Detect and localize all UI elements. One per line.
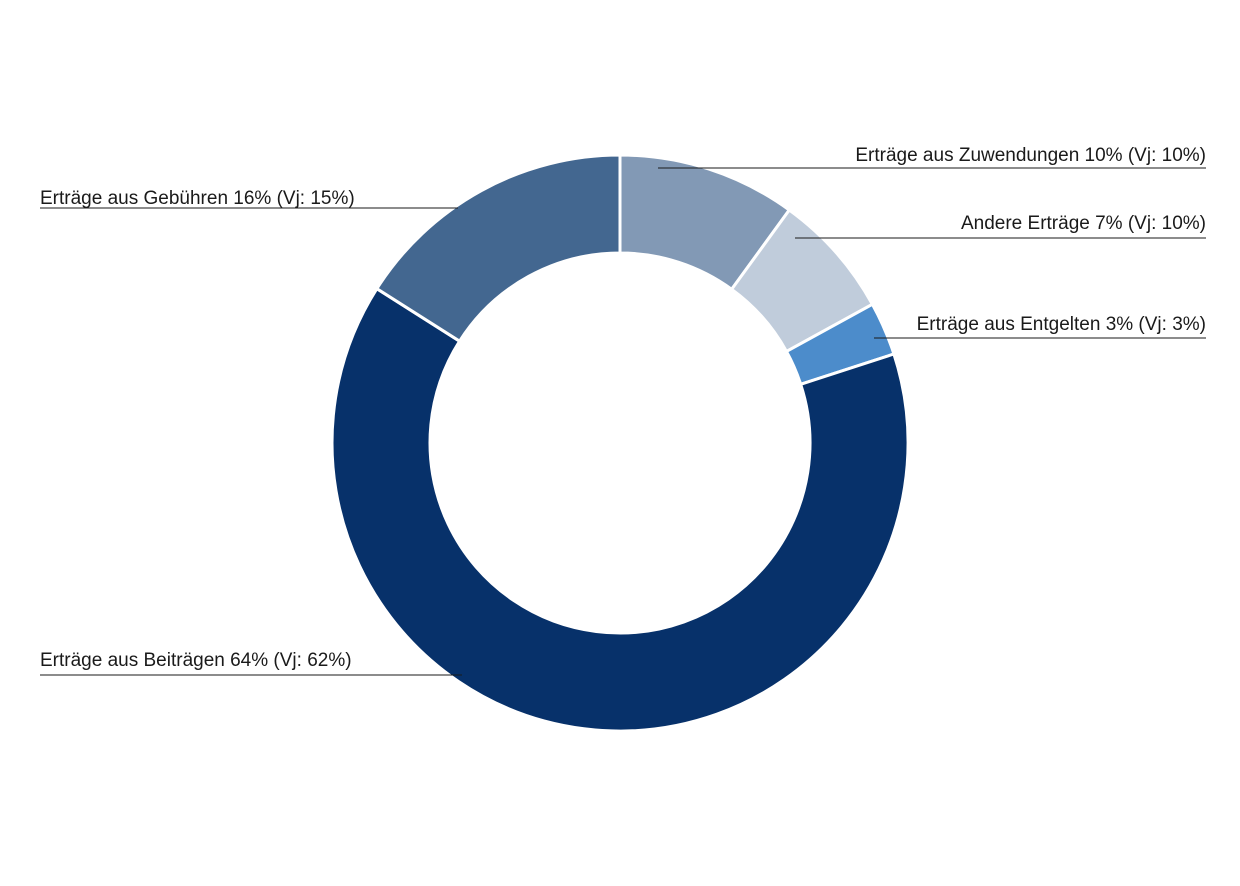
donut-slices <box>330 153 910 733</box>
label-entgelte: Erträge aus Entgelten 3% (Vj: 3%) <box>917 314 1206 335</box>
slice-labels: Erträge aus Zuwendungen 10% (Vj: 10%) An… <box>40 145 1206 671</box>
leader-lines <box>40 167 1206 676</box>
label-zuwendungen: Erträge aus Zuwendungen 10% (Vj: 10%) <box>855 145 1206 166</box>
label-gebuehren: Erträge aus Gebühren 16% (Vj: 15%) <box>40 188 355 209</box>
label-beitraege: Erträge aus Beiträgen 64% (Vj: 62%) <box>40 650 352 671</box>
slice-gebuehren <box>374 153 622 344</box>
label-andere: Andere Erträge 7% (Vj: 10%) <box>961 213 1206 234</box>
slice-beitraege <box>330 286 910 733</box>
